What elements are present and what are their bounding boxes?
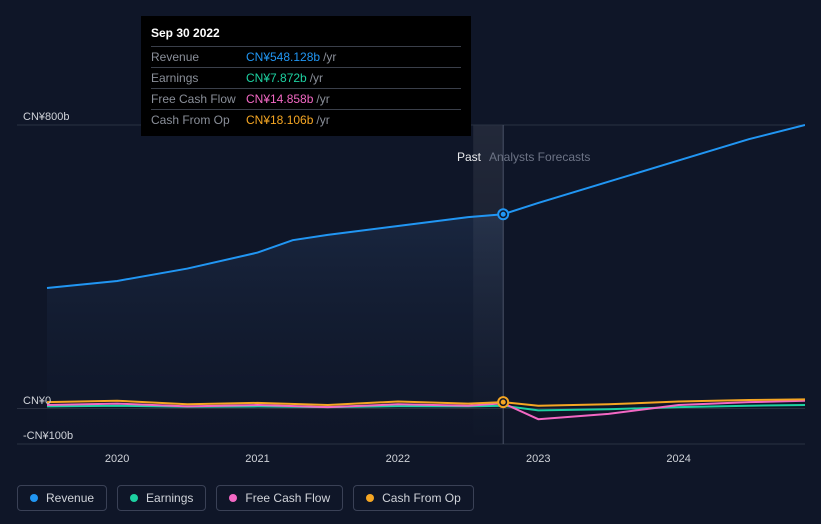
legend-dot-icon bbox=[130, 494, 138, 502]
legend-label: Cash From Op bbox=[382, 491, 461, 505]
forecast-section-label: Analysts Forecasts bbox=[489, 150, 590, 164]
tooltip-value: CN¥18.106b bbox=[246, 113, 313, 127]
legend-item-cashop[interactable]: Cash From Op bbox=[353, 485, 474, 511]
legend-dot-icon bbox=[30, 494, 38, 502]
legend-dot-icon bbox=[229, 494, 237, 502]
y-axis-label: CN¥800b bbox=[23, 111, 69, 123]
tooltip-label: Free Cash Flow bbox=[151, 92, 246, 106]
tooltip-label: Earnings bbox=[151, 71, 246, 85]
legend-label: Free Cash Flow bbox=[245, 491, 330, 505]
tooltip-suffix: /yr bbox=[310, 71, 323, 85]
x-axis-label: 2021 bbox=[245, 453, 269, 465]
legend-item-revenue[interactable]: Revenue bbox=[17, 485, 107, 511]
legend-item-earnings[interactable]: Earnings bbox=[117, 485, 206, 511]
tooltip-label: Revenue bbox=[151, 50, 246, 64]
y-axis-label: -CN¥100b bbox=[23, 430, 73, 442]
chart-container: Sep 30 2022 Revenue CN¥548.128b /yr Earn… bbox=[17, 0, 805, 524]
tooltip-row: Free Cash Flow CN¥14.858b /yr bbox=[151, 89, 461, 110]
tooltip-row: Revenue CN¥548.128b /yr bbox=[151, 47, 461, 68]
x-axis-label: 2020 bbox=[105, 453, 129, 465]
data-tooltip: Sep 30 2022 Revenue CN¥548.128b /yr Earn… bbox=[141, 16, 471, 136]
past-section-label: Past bbox=[457, 150, 481, 164]
x-axis-label: 2024 bbox=[666, 453, 690, 465]
tooltip-row: Cash From Op CN¥18.106b /yr bbox=[151, 110, 461, 130]
tooltip-value: CN¥7.872b bbox=[246, 71, 307, 85]
tooltip-value: CN¥548.128b bbox=[246, 50, 320, 64]
y-axis-label: CN¥0 bbox=[23, 395, 51, 407]
tooltip-row: Earnings CN¥7.872b /yr bbox=[151, 68, 461, 89]
legend-dot-icon bbox=[366, 494, 374, 502]
x-axis-label: 2023 bbox=[526, 453, 550, 465]
legend-label: Revenue bbox=[46, 491, 94, 505]
tooltip-suffix: /yr bbox=[323, 50, 336, 64]
x-axis-label: 2022 bbox=[386, 453, 410, 465]
tooltip-title: Sep 30 2022 bbox=[151, 22, 461, 47]
legend-label: Earnings bbox=[146, 491, 193, 505]
tooltip-value: CN¥14.858b bbox=[246, 92, 313, 106]
legend: Revenue Earnings Free Cash Flow Cash Fro… bbox=[17, 485, 474, 511]
tooltip-suffix: /yr bbox=[316, 113, 329, 127]
tooltip-suffix: /yr bbox=[316, 92, 329, 106]
legend-item-fcf[interactable]: Free Cash Flow bbox=[216, 485, 343, 511]
tooltip-label: Cash From Op bbox=[151, 113, 246, 127]
